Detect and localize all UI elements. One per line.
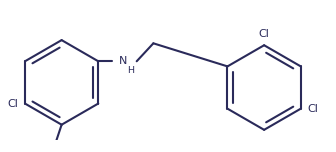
Text: Cl: Cl xyxy=(8,98,18,109)
Text: H: H xyxy=(127,66,134,75)
Text: Cl: Cl xyxy=(307,104,318,114)
Text: Cl: Cl xyxy=(259,29,269,39)
Text: N: N xyxy=(118,56,127,66)
